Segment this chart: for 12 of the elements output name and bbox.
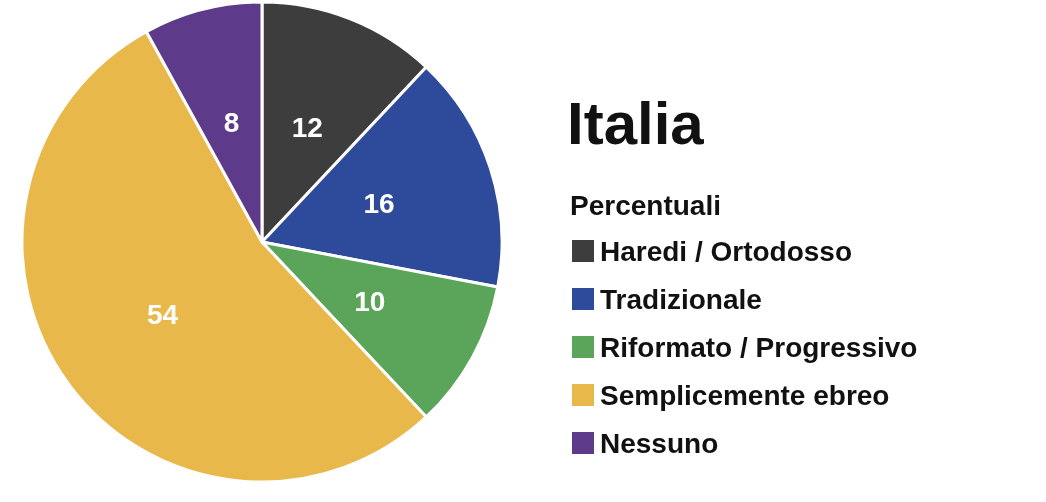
data-label: 10 [354,285,386,317]
data-label: 54 [146,298,179,330]
legend-title: Percentuali [570,189,721,221]
legend-label: Nessuno [600,427,719,459]
legend-label: Tradizionale [600,283,762,315]
data-label: 16 [363,188,395,220]
data-label: 8 [223,107,240,139]
data-label: 12 [291,112,323,144]
legend-label: Riformato / Progressivo [600,331,918,363]
legend-label: Haredi / Ortodosso [600,235,853,267]
text: Italia [567,89,705,157]
legend-label: Semplicemente ebreo [600,379,890,411]
